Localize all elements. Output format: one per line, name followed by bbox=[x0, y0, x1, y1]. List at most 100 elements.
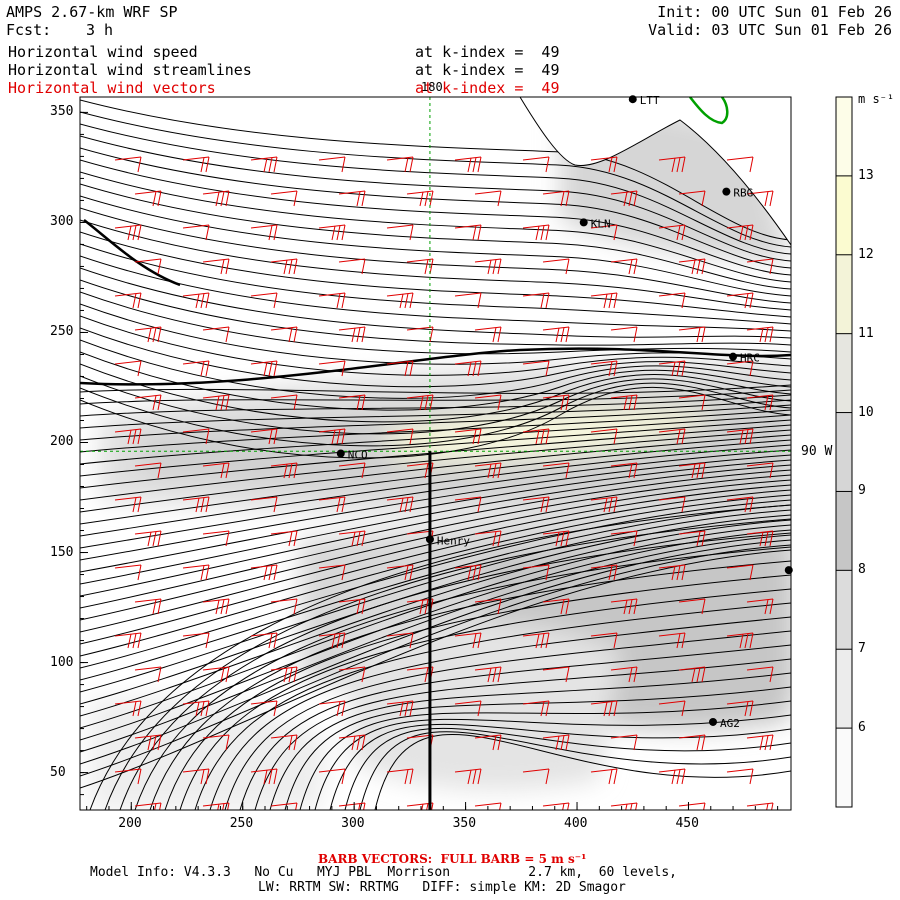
barb-shaft bbox=[658, 496, 686, 501]
barb-shaft bbox=[386, 496, 414, 501]
barb-shaft bbox=[134, 326, 162, 331]
barb-shaft bbox=[406, 258, 434, 263]
y-tick-label: 100 bbox=[50, 654, 74, 670]
barb-shaft bbox=[250, 428, 278, 433]
barb-flag bbox=[545, 156, 550, 173]
colorbar-level: 10 bbox=[858, 404, 874, 420]
barb-flag bbox=[472, 769, 477, 785]
barb-flag bbox=[409, 632, 414, 649]
barb-shaft bbox=[454, 700, 482, 705]
colorbar-segment bbox=[836, 491, 852, 571]
streamline bbox=[80, 267, 791, 339]
barb-shaft bbox=[726, 564, 754, 569]
barb-flag bbox=[497, 530, 502, 547]
barb-shaft bbox=[270, 530, 298, 535]
barb-shaft bbox=[250, 768, 278, 773]
barb-flag bbox=[225, 530, 230, 547]
colorbar-segment bbox=[836, 412, 852, 492]
barb-flag bbox=[696, 667, 701, 683]
barb-flag bbox=[635, 802, 638, 810]
barb-flag bbox=[701, 394, 706, 411]
barb-flag bbox=[341, 156, 346, 173]
colorbar-frame bbox=[835, 96, 853, 808]
barb-flag bbox=[421, 803, 424, 810]
barb-flag bbox=[205, 156, 210, 173]
barb-flag bbox=[560, 395, 565, 411]
barb-flag bbox=[560, 531, 565, 547]
barb-shaft bbox=[270, 258, 298, 263]
barb-shaft bbox=[134, 394, 162, 399]
barb-flag bbox=[696, 531, 701, 547]
barb-flag bbox=[137, 360, 142, 377]
barb-flag bbox=[696, 463, 701, 479]
barb-shaft bbox=[726, 360, 754, 365]
barb-flag bbox=[220, 395, 225, 411]
barb-flag bbox=[560, 735, 565, 751]
barb-shaft bbox=[610, 462, 638, 467]
barb-flag bbox=[431, 802, 434, 810]
barb-flag bbox=[409, 292, 414, 309]
barb-shaft bbox=[726, 156, 754, 161]
barb-shaft bbox=[610, 666, 638, 671]
barb-flag bbox=[404, 157, 409, 173]
barb-flag bbox=[157, 530, 162, 547]
barb-shaft bbox=[542, 258, 570, 263]
barb-flag bbox=[472, 361, 477, 377]
colorbar-segment bbox=[836, 97, 852, 176]
streamline bbox=[104, 518, 791, 810]
barb-flag bbox=[477, 428, 482, 445]
barb-flag bbox=[739, 429, 744, 445]
barb-flag bbox=[613, 292, 618, 309]
barb-flag bbox=[137, 700, 142, 717]
barb-shaft bbox=[658, 428, 686, 433]
barb-shaft bbox=[182, 360, 210, 365]
streamline bbox=[80, 147, 791, 269]
barb-shaft bbox=[678, 598, 706, 603]
barb-shaft bbox=[522, 292, 550, 297]
barb-flag bbox=[671, 769, 676, 785]
barb-flag bbox=[623, 599, 628, 615]
barb-flag bbox=[769, 530, 774, 547]
barb-shaft bbox=[134, 462, 162, 467]
barb-flag bbox=[565, 530, 570, 547]
streamline bbox=[314, 714, 791, 810]
barb-shaft bbox=[386, 632, 414, 637]
barb-shaft bbox=[746, 326, 774, 331]
barb-shaft bbox=[542, 530, 570, 535]
barb-shaft bbox=[134, 802, 162, 807]
barb-flag bbox=[676, 565, 681, 581]
barb-shaft bbox=[202, 734, 230, 739]
field-streamlines-label: Horizontal wind streamlines bbox=[8, 61, 252, 79]
barb-flag bbox=[492, 667, 497, 683]
barb-flag bbox=[215, 191, 220, 207]
barb-flag bbox=[608, 157, 613, 173]
barb-flag bbox=[623, 395, 628, 411]
meridian-label: 180 bbox=[421, 80, 443, 94]
barb-flag bbox=[492, 327, 497, 343]
barb-shaft bbox=[678, 802, 706, 807]
barb-shaft bbox=[318, 768, 346, 773]
barb-flag bbox=[132, 429, 137, 445]
barb-flag bbox=[497, 734, 502, 751]
streamline bbox=[80, 394, 791, 417]
barb-flag bbox=[633, 394, 638, 411]
field-streamlines-level: at k-index = 49 bbox=[415, 61, 560, 79]
barb-flag bbox=[608, 701, 613, 717]
barb-flag bbox=[613, 564, 618, 581]
barb-flag bbox=[341, 292, 346, 309]
barb-flag bbox=[628, 395, 633, 411]
x-tick-label: 450 bbox=[675, 816, 699, 831]
barb-flag bbox=[701, 326, 706, 343]
barb-shaft bbox=[318, 224, 346, 229]
barb-flag bbox=[157, 394, 162, 411]
station-label: NCO bbox=[348, 449, 368, 462]
barb-flag bbox=[429, 326, 434, 343]
barb-flag bbox=[764, 191, 769, 207]
barb-shaft bbox=[250, 564, 278, 569]
barb-flag bbox=[341, 428, 346, 445]
barb-flag bbox=[681, 496, 686, 513]
barb-flag bbox=[492, 531, 497, 547]
barb-shaft bbox=[318, 428, 346, 433]
barb-shaft bbox=[542, 462, 570, 467]
field-speed-label: Horizontal wind speed bbox=[8, 43, 198, 61]
